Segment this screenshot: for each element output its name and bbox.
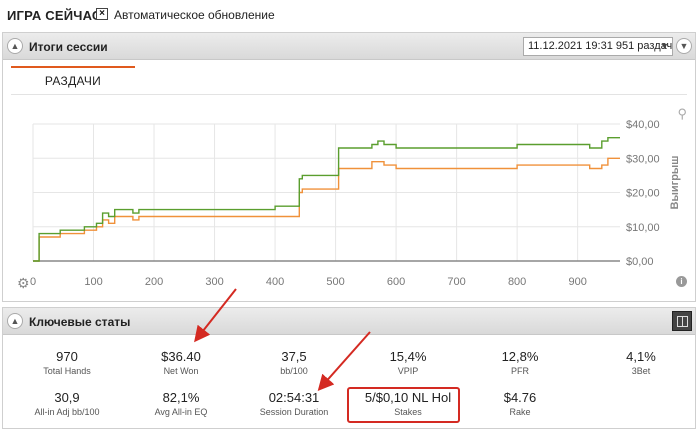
stat-label: 3Bet — [631, 366, 651, 376]
stat-bb100: 37,5 bb/100 — [239, 349, 349, 376]
stat-net-won: $36.40 Net Won — [126, 349, 236, 376]
stat-label: Stakes — [394, 407, 422, 417]
stat-rake: $4.76 Rake — [465, 390, 575, 417]
stat-label: VPIP — [397, 366, 419, 376]
page-title: ИГРА СЕЙЧАС — [7, 8, 102, 23]
collapse-up-icon[interactable]: ▲ — [7, 313, 23, 329]
gear-icon[interactable]: ⚙ — [17, 275, 30, 291]
key-stats-title: Ключевые статы — [29, 315, 131, 329]
auto-update-checkbox[interactable]: × — [96, 8, 108, 20]
zoom-icon[interactable]: ⚲ — [677, 106, 687, 121]
stat-vpip: 15,4% VPIP — [353, 349, 463, 376]
tab-hands[interactable]: РАЗДАЧИ — [11, 66, 135, 94]
stat-value: 02:54:31 — [268, 390, 320, 405]
auto-update-label[interactable]: Автоматическое обновление — [114, 8, 275, 22]
x-tick-label: 600 — [387, 276, 405, 288]
stat-value: $4.76 — [503, 390, 537, 405]
session-results-header: ▲ Итоги сессии 11.12.2021 19:31 951 разд… — [3, 33, 695, 60]
stat-value: 4,1% — [626, 349, 656, 364]
net-won-line — [33, 137, 620, 262]
stakes-highlight-box — [347, 387, 460, 423]
y-tick-label: $0,00 — [626, 256, 654, 268]
all-in-adj-line — [33, 157, 620, 262]
session-results-panel: ▲ Итоги сессии 11.12.2021 19:31 951 разд… — [2, 32, 696, 302]
x-tick-label: 800 — [508, 276, 526, 288]
y-axis-label: Выигрыш — [669, 156, 681, 210]
x-tick-label: 0 — [30, 276, 36, 288]
stat-label: bb/100 — [280, 366, 308, 376]
x-tick-label: 700 — [447, 276, 465, 288]
stat-3bet: 4,1% 3Bet — [586, 349, 696, 376]
session-chart: $0,00 $10,00 $20,00 $30,00 $40,00 0 100 200 300 4… — [30, 119, 681, 288]
stat-value: 970 — [56, 349, 78, 364]
info-icon[interactable]: i — [676, 276, 687, 287]
stat-label: Rake — [509, 407, 531, 417]
key-stats-header: ▲ Ключевые статы — [3, 308, 695, 335]
y-tick-label: $30,00 — [626, 153, 660, 165]
x-tick-label: 300 — [205, 276, 223, 288]
y-tick-label: $20,00 — [626, 188, 660, 200]
collapse-up-icon[interactable]: ▲ — [7, 38, 23, 54]
stat-label: Avg All-in EQ — [154, 407, 208, 417]
stat-total-hands: 970 Total Hands — [12, 349, 122, 376]
x-tick-label: 100 — [84, 276, 102, 288]
stat-pfr: 12,8% PFR — [465, 349, 575, 376]
stat-value: 30,9 — [54, 390, 80, 405]
y-tick-label: $10,00 — [626, 222, 660, 234]
stat-session-duration: 02:54:31 Session Duration — [239, 390, 349, 417]
top-bar: ИГРА СЕЙЧАС × Автоматическое обновление — [0, 0, 700, 30]
stat-stakes: 5/$0,10 NL Hol Stakes — [353, 390, 463, 422]
x-tick-label: 400 — [266, 276, 284, 288]
stat-allin-adj-bb100: 30,9 All-in Adj bb/100 — [12, 390, 122, 417]
expand-down-icon[interactable]: ▼ — [676, 38, 692, 54]
stat-label: Session Duration — [259, 407, 329, 417]
stat-avg-allin-eq: 82,1% Avg All-in EQ — [126, 390, 236, 417]
session-results-title: Итоги сессии — [29, 40, 108, 54]
session-select[interactable]: 11.12.2021 19:31 951 раздач) ▼ — [523, 37, 673, 56]
tab-divider — [11, 94, 687, 95]
session-select-value: 11.12.2021 19:31 951 раздач) — [528, 40, 673, 52]
stat-value: 15,4% — [389, 349, 427, 364]
x-tick-label: 900 — [568, 276, 586, 288]
stat-value: 37,5 — [281, 349, 307, 364]
stat-value: $36.40 — [161, 349, 201, 364]
stat-value: 82,1% — [162, 390, 200, 405]
chevron-down-icon: ▼ — [660, 41, 669, 51]
stat-value: 5/$0,10 NL Hol — [364, 390, 452, 405]
layout-toggle-icon[interactable] — [672, 311, 692, 331]
stat-value: 12,8% — [501, 349, 539, 364]
x-tick-label: 200 — [145, 276, 163, 288]
stat-label: Net Won — [163, 366, 199, 376]
y-tick-label: $40,00 — [626, 119, 660, 131]
stat-label: Total Hands — [43, 366, 91, 376]
x-tick-label: 500 — [326, 276, 344, 288]
stat-label: All-in Adj bb/100 — [34, 407, 100, 417]
stat-label: PFR — [511, 366, 529, 376]
